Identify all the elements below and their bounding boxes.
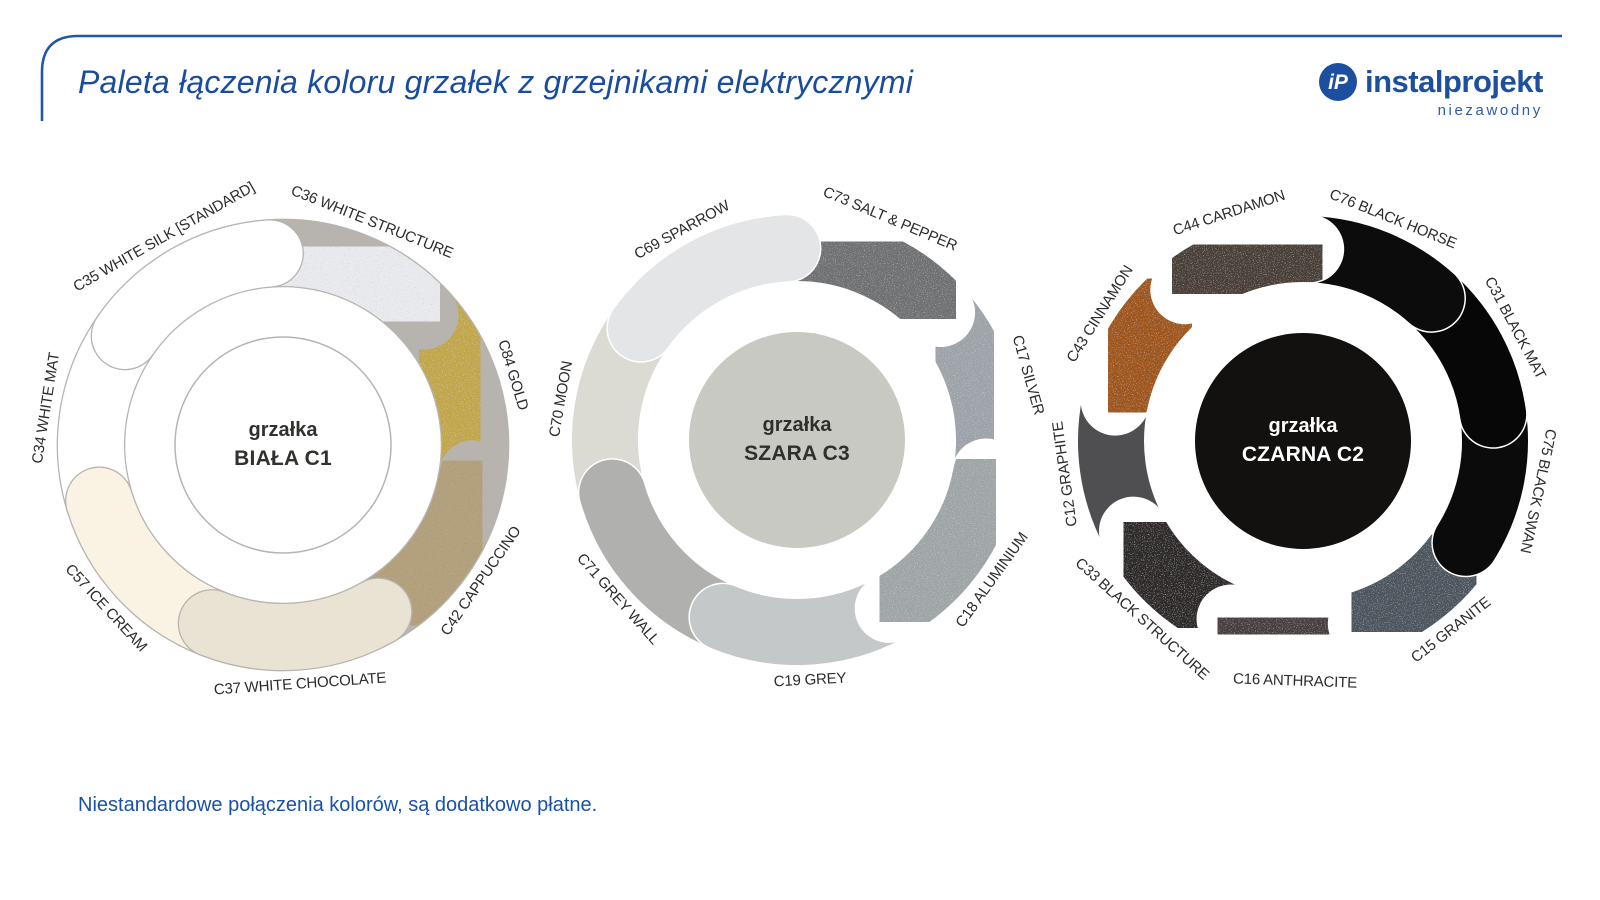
label-c69-sparrow: C69 SPARROW <box>631 196 733 263</box>
page-title: Paleta łączenia koloru grzałek z grzejni… <box>78 64 914 100</box>
label-c15-granite: C15 GRANITE <box>1407 593 1494 667</box>
label-c17-silver: C17 SILVER <box>1008 332 1048 417</box>
label-c18-aluminium: C18 ALUMINIUM <box>952 529 1032 631</box>
segment-c18-aluminium <box>856 440 1020 642</box>
hub-label-line1: grzałka <box>248 419 318 441</box>
label-c34-white-mat: C34 WHITE MAT <box>28 351 63 465</box>
logo-tagline: niezawodny <box>1437 102 1543 119</box>
label-c76-black-horse: C76 BLACK HORSE <box>1326 185 1459 252</box>
instalprojekt-logo: iP instalprojekt niezawodny <box>1318 62 1543 119</box>
label-c42-cappuccino: C42 CAPPUCCINO <box>436 523 525 640</box>
hub-label-czarna-c2: grzałka CZARNA C2 <box>1242 415 1364 467</box>
hub-biala-c1 <box>174 336 392 554</box>
hub-label-szara-c3: grzałka SZARA C3 <box>744 414 850 466</box>
label-c16-anthracite: C16 ANTHRACITE <box>1232 670 1357 692</box>
donut-biala-c1 <box>56 218 510 672</box>
segment-c44-cardamon <box>1151 216 1343 323</box>
hub-label-line2: SZARA C3 <box>744 442 850 465</box>
label-c12-graphite: C12 GRAPHITE <box>1049 420 1082 529</box>
instalprojekt-logo-icon: iP <box>1319 63 1357 101</box>
label-c44-cardamon: C44 CARDAMON <box>1170 186 1287 239</box>
hub-label-line2: BIAŁA C1 <box>234 447 332 470</box>
label-c73-salt-pepper: C73 SALT & PEPPER <box>820 183 960 255</box>
label-c33-black-structure: C33 BLACK STRUCTURE <box>1072 554 1213 684</box>
segment-c37-white-chocolate <box>179 578 412 670</box>
label-c35-white-silk-standard: C35 WHITE SILK [STANDARD] <box>70 178 258 295</box>
segment-c69-sparrow <box>607 215 820 362</box>
label-c31-black-mat: C31 BLACK MAT <box>1480 274 1549 383</box>
footer-note: Niestandardowe połączenia kolorów, są do… <box>78 794 598 816</box>
logo-row: iP instalprojekt <box>1318 62 1543 102</box>
hub-szara-c3 <box>689 332 905 548</box>
hub-czarna-c2 <box>1195 333 1411 549</box>
logo-monogram: iP <box>1328 71 1349 94</box>
label-c37-white-chocolate: C37 WHITE CHOCOLATE <box>212 669 387 699</box>
hub-label-line1: grzałka <box>1268 415 1338 437</box>
logo-circle <box>1319 63 1357 101</box>
hub-label-line1: grzałka <box>762 414 832 436</box>
header-rule <box>40 34 1562 121</box>
donut-szara-c3 <box>570 213 1024 667</box>
hub-label-biala-c1: grzałka BIAŁA C1 <box>234 419 332 471</box>
label-c84-gold: C84 GOLD <box>494 338 532 413</box>
hub-label-line2: CZARNA C2 <box>1241 443 1365 466</box>
label-c57-ice-cream: C57 ICE CREAM <box>61 560 151 655</box>
label-c70-moon: C70 MOON <box>545 359 576 439</box>
label-c36-white-structure: C36 WHITE STRUCTURE <box>288 182 456 262</box>
donut-czarna-c2 <box>1076 214 1530 668</box>
label-c75-black-swan: C75 BLACK SWAN <box>1516 427 1560 555</box>
label-c71-grey-wall: C71 GREY WALL <box>572 550 663 649</box>
label-c43-cinnamon: C43 CINNAMON <box>1062 262 1137 366</box>
logo-name: instalprojekt <box>1365 64 1543 99</box>
label-c19-grey: C19 GREY <box>772 669 847 691</box>
segment-c35-white-silk-standard <box>91 220 303 369</box>
